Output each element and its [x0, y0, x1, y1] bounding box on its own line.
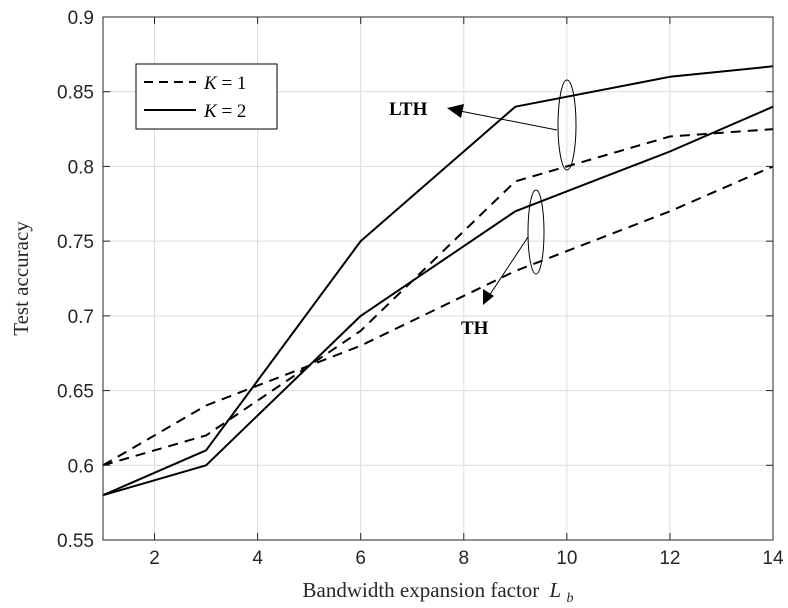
y-tick-label: 0.8: [68, 157, 94, 178]
y-tick-label: 0.7: [68, 307, 94, 328]
x-tick-label: 8: [458, 548, 469, 569]
y-axis-label: Test accuracy: [9, 221, 33, 336]
th-ellipse: [527, 189, 545, 275]
x-tick-label: 10: [556, 548, 577, 569]
x-axis-label-sub: b: [566, 591, 573, 606]
ticks: [103, 16, 774, 541]
lth-ellipse: [557, 79, 577, 171]
legend: K = 1 K = 2: [135, 63, 278, 130]
tick-labels: 2 4 6 8 10 12 14 0.55 0.6 0.65 0.7 0.75 0.8 0.85 0.9: [57, 8, 784, 569]
legend-label-k1: K = 1: [203, 73, 246, 94]
y-tick-label: 0.9: [68, 8, 94, 29]
x-axis-label: Bandwidth expansion factor L b: [303, 578, 574, 606]
legend-label-k2: K = 2: [203, 101, 246, 122]
y-tick-label: 0.85: [57, 83, 94, 104]
x-tick-label: 6: [355, 548, 366, 569]
legend-label-k1-eq: = 1: [217, 73, 247, 94]
th-arrow-line: [488, 236, 529, 297]
legend-label-k2-eq: = 2: [217, 101, 247, 122]
legend-box: [135, 63, 278, 130]
x-tick-label: 4: [252, 548, 263, 569]
lth-arrow-head: [447, 104, 464, 118]
axes-box: [102, 16, 774, 541]
series-line-th-solid: [102, 105, 774, 497]
x-tick-label: 12: [659, 548, 680, 569]
x-axis-label-var: L: [549, 578, 562, 602]
lth-label: LTH: [389, 99, 428, 120]
series-group: [102, 65, 774, 497]
legend-label-k2-var: K: [203, 101, 218, 122]
series-line-lth-dashed: [102, 128, 774, 467]
x-tick-label: 14: [762, 548, 784, 569]
y-tick-label: 0.65: [57, 382, 94, 403]
legend-label-k1-var: K: [203, 73, 218, 94]
lth-arrow-line: [459, 110, 558, 131]
th-label: TH: [461, 318, 489, 339]
y-tick-label: 0.55: [57, 531, 94, 552]
x-axis-label-text: Bandwidth expansion factor: [303, 578, 540, 602]
y-tick-label: 0.75: [57, 232, 94, 253]
y-tick-label: 0.6: [68, 456, 94, 477]
x-tick-label: 2: [149, 548, 160, 569]
annotations: LTH TH: [389, 79, 577, 339]
th-arrow-head: [483, 289, 494, 305]
series-line-lth-solid: [102, 65, 774, 497]
